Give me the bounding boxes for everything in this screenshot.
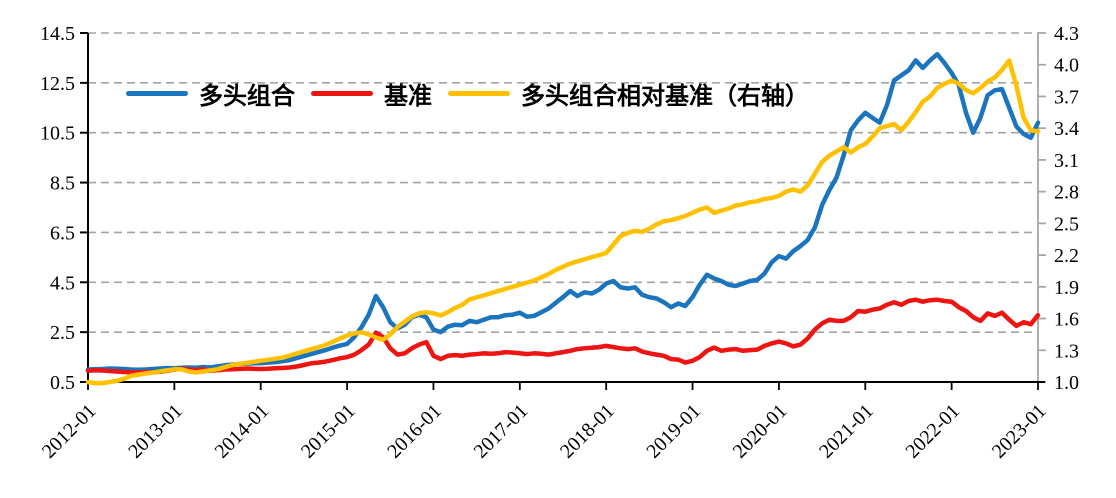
right-axis-label: 1.6 (1054, 309, 1079, 331)
right-axis-label: 2.5 (1054, 213, 1079, 235)
legend-label-long-portfolio: 多头组合 (199, 84, 295, 110)
legend-label-relative: 多头组合相对基准（右轴） (521, 84, 809, 110)
right-axis-label: 4.0 (1054, 55, 1079, 77)
legend-line-swatch-blue (126, 91, 188, 96)
x-axis-label: 2016-01 (383, 400, 446, 463)
right-axis-label: 1.3 (1054, 340, 1079, 362)
right-axis-label: 1.9 (1054, 277, 1079, 299)
series-line-2 (85, 58, 1041, 386)
legend-line-swatch-yellow (448, 91, 510, 96)
legend-item-relative: 多头组合相对基准（右轴） (448, 76, 809, 111)
left-axis-label: 2.5 (50, 322, 75, 344)
left-axis-label: 0.5 (50, 372, 75, 394)
x-axis-label: 2015-01 (297, 400, 360, 463)
left-axis-label: 4.5 (50, 272, 75, 294)
x-axis-label: 2022-01 (901, 400, 964, 463)
right-axis-label: 2.2 (1054, 245, 1079, 267)
x-axis-label: 2014-01 (211, 400, 274, 463)
right-axis-label: 1.0 (1054, 372, 1079, 394)
x-axis-label: 2017-01 (470, 400, 533, 463)
chart-legend: 多头组合 基准 多头组合相对基准（右轴） (126, 76, 809, 111)
left-axis-label: 14.5 (40, 23, 75, 45)
left-axis-label: 12.5 (40, 73, 75, 95)
x-axis-label: 2018-01 (556, 400, 619, 463)
legend-item-long-portfolio: 多头组合 (126, 76, 295, 111)
x-axis-label: 2023-01 (988, 400, 1051, 463)
x-axis-label: 2013-01 (124, 400, 187, 463)
right-axis-label: 3.1 (1054, 150, 1079, 172)
right-axis-label: 4.3 (1054, 23, 1079, 45)
legend-label-benchmark: 基准 (384, 84, 432, 110)
x-axis-label: 2012-01 (38, 400, 101, 463)
series-line-1 (85, 297, 1041, 375)
left-axis-label: 10.5 (40, 123, 75, 145)
right-axis-label: 2.8 (1054, 182, 1079, 204)
x-axis-label: 2021-01 (815, 400, 878, 463)
right-axis-label: 3.4 (1054, 118, 1079, 140)
legend-item-benchmark: 基准 (311, 76, 432, 111)
x-axis-label: 2020-01 (729, 400, 792, 463)
left-axis-label: 6.5 (50, 222, 75, 244)
right-axis-label: 3.7 (1054, 86, 1079, 108)
left-axis-label: 8.5 (50, 173, 75, 195)
legend-line-swatch-red (311, 91, 373, 96)
x-axis-label: 2019-01 (642, 400, 705, 463)
